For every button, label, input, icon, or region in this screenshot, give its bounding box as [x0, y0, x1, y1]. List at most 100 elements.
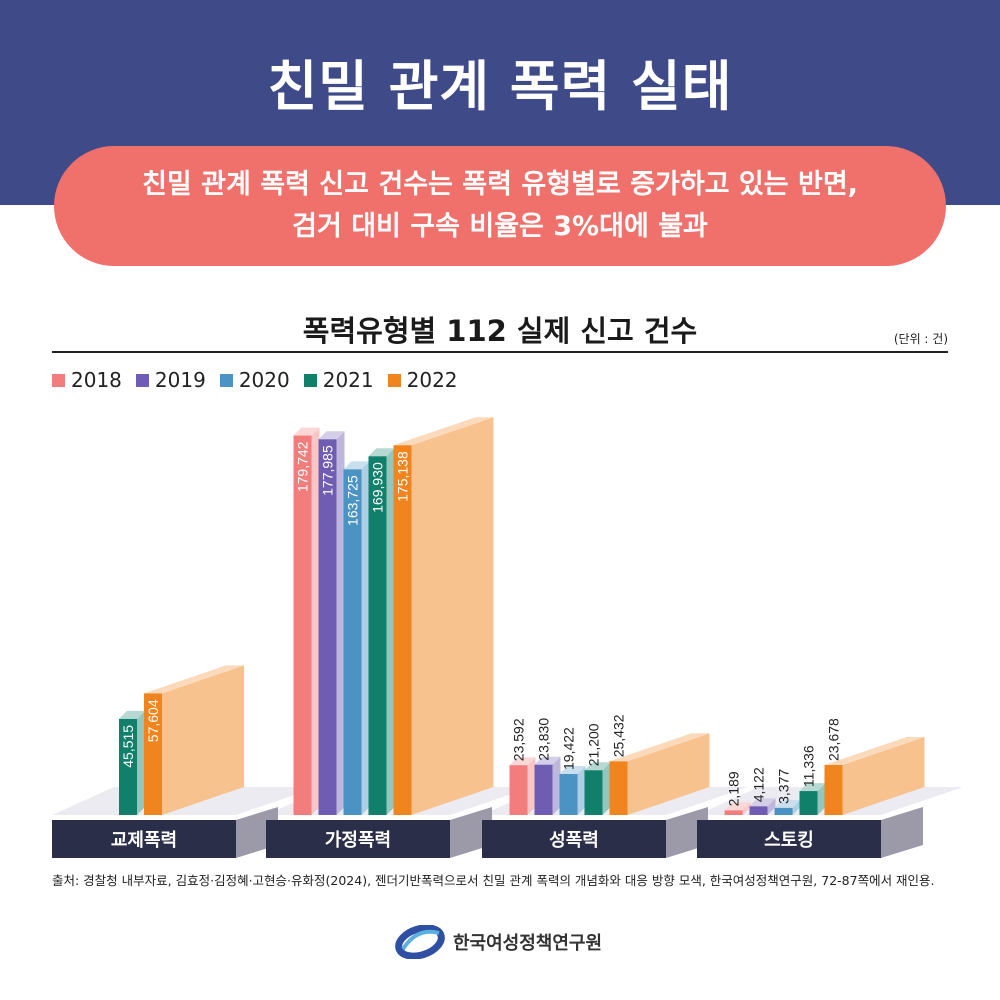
bar-top [559, 765, 586, 774]
bar-side [162, 665, 244, 815]
bar-2019-스토킹 [749, 806, 768, 815]
bar-2022-성폭력 [609, 761, 628, 815]
bar-top [799, 783, 826, 792]
page-title: 친밀 관계 폭력 실태 [267, 55, 733, 118]
bar-top [343, 461, 370, 470]
bar-side [577, 765, 586, 815]
data-label: 169,930 [370, 462, 386, 513]
legend-item-2019: 2019 [135, 368, 206, 392]
data-label: 45,515 [120, 725, 136, 768]
data-label: 179,742 [295, 441, 311, 492]
bar-side [767, 798, 776, 815]
data-label: 25,432 [611, 714, 627, 757]
bar-top [144, 665, 244, 694]
category-plate [482, 820, 666, 858]
legend-item-2018: 2018 [52, 368, 122, 392]
data-label: 177,985 [320, 445, 336, 496]
legend-label-2022: 2022 [406, 368, 458, 392]
bar-top [509, 757, 536, 766]
source-note: 출처: 경찰청 내부자료, 김효정·김정혜·고현승·유화정(2024), 젠더기… [52, 873, 935, 888]
kwdi-swirl-logo-icon [395, 925, 445, 959]
legend-item-2022: 2022 [387, 368, 458, 392]
subtitle-line-1: 친밀 관계 폭력 신고 건수는 폭력 유형별로 증가하고 있는 반면, [142, 169, 858, 200]
bar-side [627, 733, 710, 815]
chart-title: 폭력유형별 112 실제 신고 건수 [302, 314, 698, 348]
bar-2021-가정폭력 [368, 456, 387, 815]
bar-side [817, 783, 826, 815]
data-label: 23,830 [536, 718, 552, 761]
bar-side [361, 461, 370, 815]
bar-2018-성폭력 [509, 765, 528, 815]
legend-label-2020: 2020 [238, 368, 290, 392]
bar-top [119, 710, 145, 719]
org-name: 한국여성정책연구원 [453, 933, 603, 954]
data-label: 11,336 [801, 745, 817, 787]
legend-item-2021: 2021 [303, 368, 374, 392]
bar-2020-가정폭력 [343, 469, 362, 815]
category-label: 성폭력 [549, 830, 599, 850]
category-plate [697, 820, 881, 858]
bar-top [824, 737, 925, 766]
data-label: 57,604 [145, 699, 161, 742]
legend-label-2019: 2019 [154, 368, 206, 392]
bar-side [792, 799, 801, 815]
title-divider [52, 351, 948, 353]
bar-top [393, 417, 494, 446]
bar-top [534, 756, 561, 765]
legend-swatch-2022 [387, 373, 401, 387]
bar-2022-교제폭력 [144, 693, 162, 815]
data-label: 175,138 [395, 451, 411, 502]
category-plate [52, 820, 236, 858]
legend-swatch-2019 [135, 373, 149, 387]
bar-top [609, 733, 710, 762]
category-label: 교제폭력 [111, 830, 177, 850]
legend-swatch-2020 [219, 373, 233, 387]
chart-legend: 2018 2019 2020 2021 2022 [52, 368, 458, 392]
legend-swatch-2021 [303, 373, 317, 387]
data-label: 21,200 [586, 723, 602, 766]
category-plate-side [881, 807, 923, 858]
bar-2021-교제폭력 [119, 718, 137, 815]
legend-item-2020: 2020 [219, 368, 290, 392]
bar-side [137, 710, 145, 815]
bar-side [552, 756, 561, 815]
bar-top [774, 799, 801, 808]
data-label: 2,189 [726, 771, 742, 806]
bar-2019-성폭력 [534, 764, 553, 815]
category-label: 스토킹 [764, 830, 814, 850]
bar-top [749, 798, 776, 807]
bar-2018-가정폭력 [293, 435, 312, 815]
bar-2019-가정폭력 [318, 439, 337, 815]
bar-side [411, 417, 494, 815]
bar-2022-스토킹 [824, 765, 843, 815]
legend-label-2018: 2018 [71, 368, 122, 392]
bar-side [311, 427, 320, 815]
data-label: 23,592 [511, 718, 527, 761]
data-label: 23,678 [826, 718, 842, 761]
legend-swatch-2018 [52, 373, 65, 387]
bar-top [293, 427, 320, 436]
bar-top [318, 431, 345, 440]
bar-top [368, 448, 395, 457]
bar-side [336, 431, 345, 815]
subtitle-pill: 친밀 관계 폭력 신고 건수는 폭력 유형별로 증가하고 있는 반면, 검거 대… [54, 146, 946, 266]
data-label: 19,422 [561, 727, 577, 770]
bar-top [584, 762, 611, 771]
bar-side [742, 802, 751, 815]
category-plate-side [450, 807, 492, 858]
subtitle-line-2: 검거 대비 구속 비율은 3%대에 불과 [292, 211, 708, 242]
bar-side [527, 757, 536, 815]
bar-2021-성폭력 [584, 770, 603, 815]
bar-top [724, 802, 751, 811]
bar-2021-스토킹 [799, 791, 818, 815]
bar-side [602, 762, 611, 815]
bar-2022-가정폭력 [393, 445, 412, 815]
bar-2020-스토킹 [774, 807, 793, 815]
data-label: 163,725 [345, 475, 361, 526]
bar-side [842, 737, 925, 815]
category-label: 가정폭력 [325, 830, 391, 850]
unit-label: (단위 : 건) [893, 332, 948, 346]
data-label: 3,377 [776, 769, 792, 804]
bar-2020-성폭력 [559, 773, 578, 815]
